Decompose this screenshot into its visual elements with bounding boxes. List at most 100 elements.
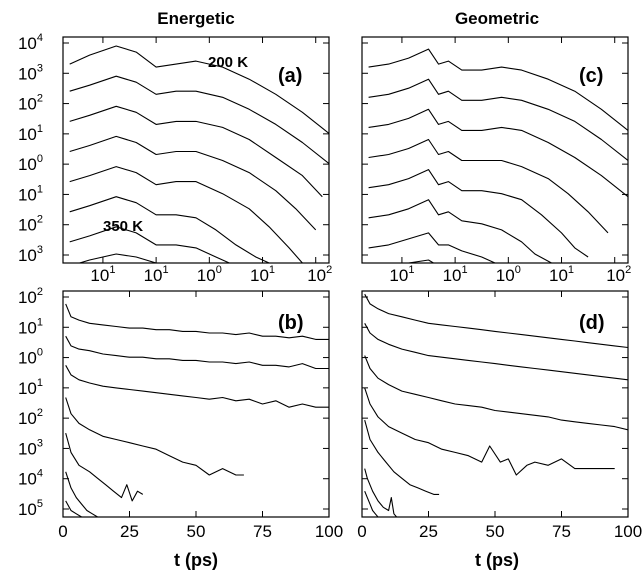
x-tick-label-base: 10 [307,266,326,285]
x-axis-label-left: t (ps) [174,550,218,570]
series-group [65,303,329,517]
series-line-1 [65,303,329,340]
y-tick-label-base: 10 [18,34,37,53]
series-line-6 [364,468,398,517]
x-tick-label-exponent: 1 [163,264,169,276]
y-tick-label: 102 [18,93,43,114]
series-line-3 [69,105,323,198]
series-line-5 [364,419,440,495]
x-tick-label-exponent: 1 [109,264,115,276]
y-tick-label: 102 [18,214,43,235]
x-tick-label-base: 10 [549,266,568,285]
x-tick-label: 25 [419,522,438,541]
y-tick-label-base: 10 [18,318,37,337]
y-tick-label-base: 10 [18,95,37,114]
series-line-7 [364,490,384,517]
x-tick-label-base: 10 [606,266,625,285]
panel-a: 101 101 100 101 102104103102101100101102103(… [18,32,332,285]
x-tick-label: 101 [90,264,115,285]
series-line-3 [368,108,628,198]
y-tick-label-exponent: 1 [37,183,43,195]
column-title-geometric: Geometric [455,9,539,28]
x-tick-label: 50 [187,522,206,541]
y-tick-label: 104 [18,32,43,53]
x-tick-label-base: 10 [144,266,163,285]
panel-label: (b) [278,312,304,334]
series-line-7 [65,500,93,517]
series-line-6 [368,199,552,263]
plot-frame [62,36,330,264]
x-tick-label: 101 [443,264,468,285]
y-tick-label-exponent: 3 [37,244,43,256]
x-tick-label: 0 [357,522,366,541]
panel-label: (c) [579,65,603,87]
y-tick-label-exponent: 1 [37,316,43,328]
y-tick-label-exponent: 3 [37,62,43,74]
y-tick-label-base: 10 [18,470,37,489]
x-axis-label-right: t (ps) [475,550,519,570]
y-tick-label: 104 [18,468,43,489]
y-tick-label-base: 10 [18,349,37,368]
x-tick-label: 100 [496,264,521,285]
y-tick-label: 101 [18,316,43,337]
y-tick-label: 101 [18,377,43,398]
y-tick-label-exponent: 2 [37,214,43,226]
y-tick-label-exponent: 1 [37,123,43,135]
y-tick-label: 101 [18,183,43,204]
y-tick-label: 100 [18,347,43,368]
panel-c: 101 101 100 101 102(c) [361,36,631,285]
series-line-4 [364,387,615,476]
y-tick-label-base: 10 [18,439,37,458]
y-tick-label-exponent: 1 [37,377,43,389]
x-tick-label-exponent: 1 [462,264,468,276]
series-line-5 [368,169,589,258]
x-tick-label-exponent: 1 [568,264,574,276]
annotation-200k: 200 K [208,54,248,71]
y-tick-label-base: 10 [18,379,37,398]
x-tick-label: 75 [552,522,571,541]
y-tick-label: 102 [18,286,43,307]
y-tick-label-base: 10 [18,500,37,519]
series-line-6 [69,196,280,263]
x-tick-label: 102 [307,264,332,285]
y-tick-label: 102 [18,407,43,428]
series-group [364,293,628,517]
series-line-4 [69,135,317,231]
y-tick-label-exponent: 2 [37,93,43,105]
x-tick-label: 100 [197,264,222,285]
series-line-5 [69,166,303,263]
y-tick-label: 103 [18,62,43,83]
series-line-2 [364,323,628,381]
x-tick-label: 101 [389,264,414,285]
column-title-energetic: Energetic [157,9,234,28]
series-line-2 [65,335,329,370]
series-line-3 [364,355,628,431]
y-tick-label-exponent: 4 [37,32,43,44]
series-line-7 [368,232,498,263]
x-tick-label: 102 [606,264,631,285]
y-tick-label-base: 10 [18,409,37,428]
x-tick-label: 50 [486,522,505,541]
x-tick-label: 100 [614,522,642,541]
x-tick-label-base: 10 [496,266,515,285]
x-tick-label-exponent: 2 [326,264,332,276]
x-tick-label: 25 [120,522,139,541]
y-tick-label: 100 [18,153,43,174]
x-tick-label-base: 10 [197,266,216,285]
y-tick-label-base: 10 [18,216,37,235]
y-tick-label: 103 [18,437,43,458]
series-line-1 [69,45,329,134]
annotation-350k: 350 K [103,218,143,235]
y-tick-label: 101 [18,123,43,144]
x-tick-label: 75 [253,522,272,541]
y-tick-label-base: 10 [18,246,37,265]
x-tick-label-base: 10 [90,266,109,285]
y-tick-label-base: 10 [18,155,37,174]
series-line-5 [65,432,144,502]
x-tick-label: 101 [250,264,275,285]
y-tick-label-base: 10 [18,185,37,204]
x-tick-label-exponent: 2 [625,264,631,276]
y-tick-label-exponent: 2 [37,286,43,298]
